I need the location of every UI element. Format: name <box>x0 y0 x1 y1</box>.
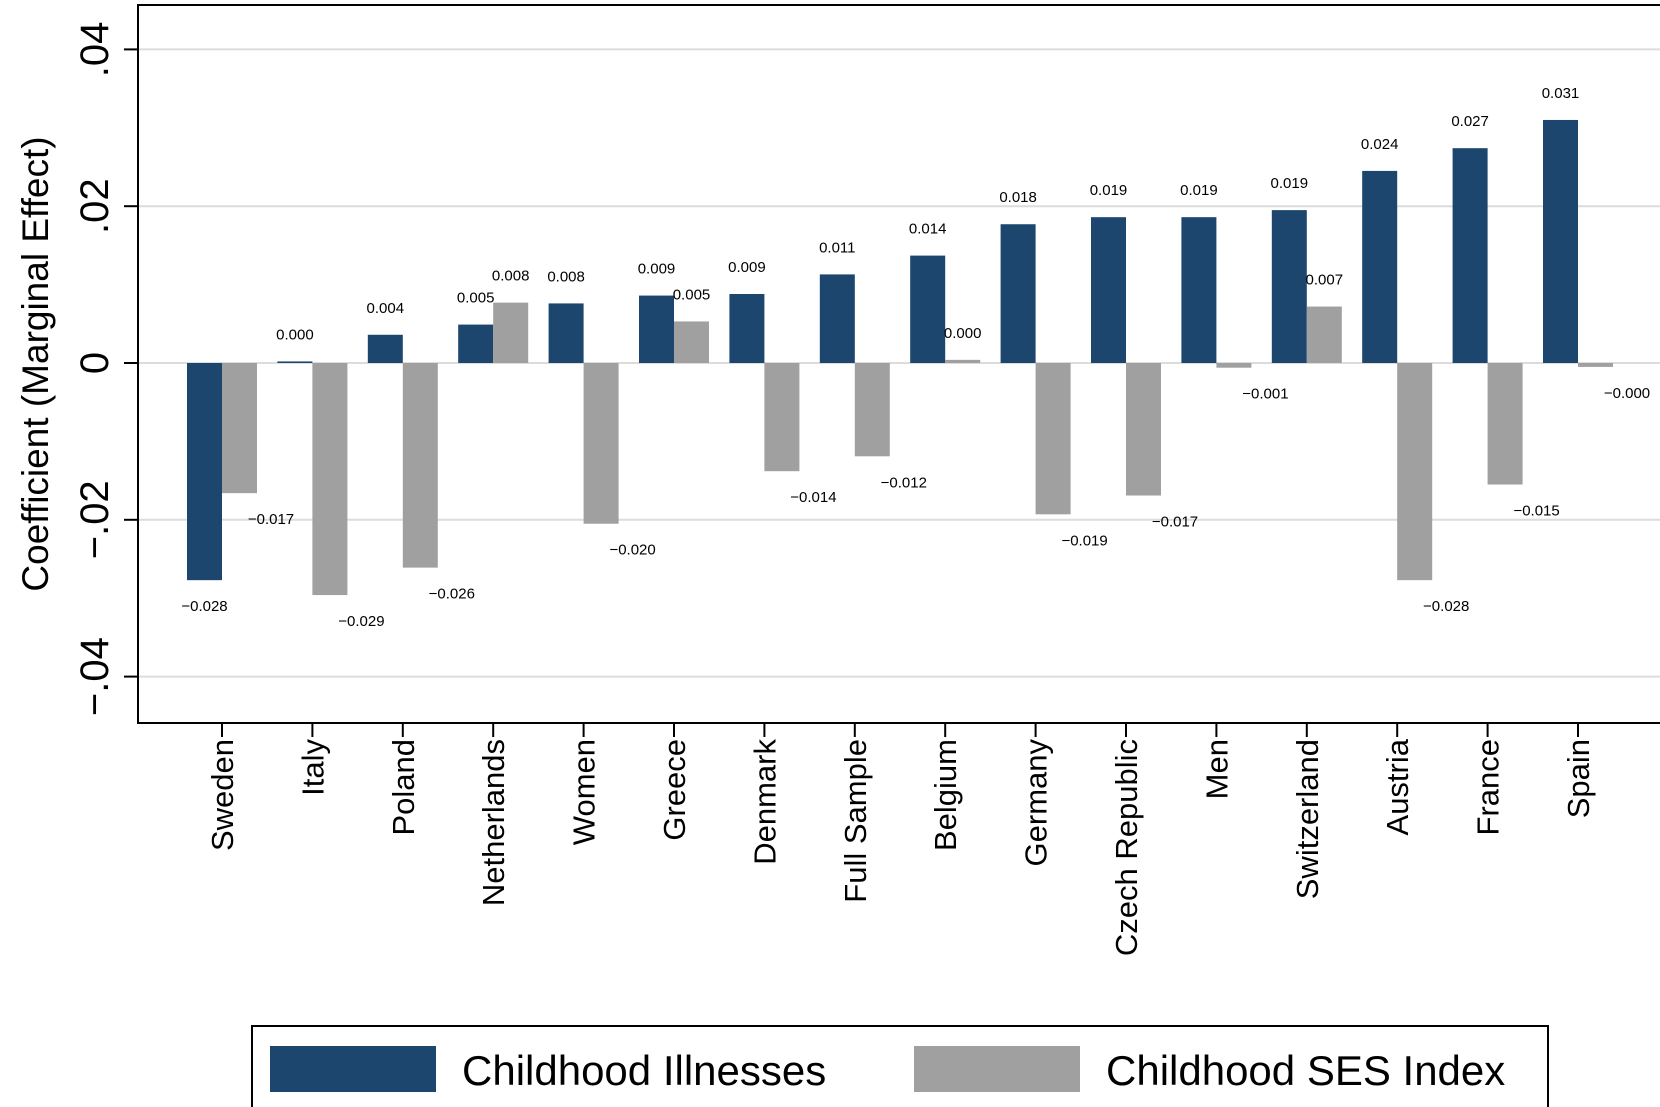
bar-value-label: −0.028 <box>181 598 227 615</box>
bar-value-label: 0.008 <box>492 268 530 285</box>
category-label: Men <box>1199 739 1234 799</box>
legend-label-childhood-ses-index: Childhood SES Index <box>1106 1047 1505 1094</box>
bar-value-label: 0.008 <box>547 268 585 285</box>
y-tick-label: −.02 <box>73 480 117 559</box>
bar-value-label: 0.007 <box>1306 272 1344 289</box>
bar-value-label: −0.014 <box>790 489 836 506</box>
bar-childhood-illnesses-men <box>1181 217 1217 363</box>
bar-childhood-ses-index-spain <box>1578 363 1613 367</box>
bar-value-labels: −0.028 −0.017 0.000 −0.029 0.004 −0.026 0.005 0… <box>181 85 1650 630</box>
bar-value-label: −0.017 <box>1152 513 1198 530</box>
bar-childhood-illnesses-france <box>1452 148 1488 363</box>
bar-childhood-illnesses-austria <box>1362 170 1398 363</box>
bar-childhood-ses-index-switzerland <box>1306 306 1342 363</box>
bar-childhood-illnesses-germany <box>1000 224 1036 363</box>
bar-value-label: 0.014 <box>909 221 947 238</box>
category-label: Germany <box>1019 739 1054 867</box>
bar-value-label: −0.001 <box>1242 386 1288 403</box>
bar-childhood-illnesses-spain <box>1543 119 1578 364</box>
bar-childhood-illnesses-netherlands <box>458 324 494 363</box>
bar-value-label: 0.009 <box>638 261 676 278</box>
bar-childhood-ses-index-france <box>1487 363 1523 485</box>
bar-value-label: −0.028 <box>1423 598 1469 615</box>
bar-value-label: 0.027 <box>1451 113 1489 130</box>
category-label: Spain <box>1561 739 1596 818</box>
bar-childhood-illnesses-poland <box>367 334 403 363</box>
y-tick-label: .02 <box>73 178 117 234</box>
legend: Childhood Illnesses Childhood SES Index <box>251 1025 1549 1107</box>
category-label: Full Sample <box>838 739 873 903</box>
bar-value-label: −0.029 <box>338 613 384 630</box>
category-label: Czech Republic <box>1109 739 1144 956</box>
bar-childhood-ses-index-germany <box>1035 363 1071 515</box>
bar-value-label: 0.005 <box>457 290 495 307</box>
bar-childhood-ses-index-full-sample <box>854 363 890 457</box>
bar-childhood-ses-index-belgium <box>945 359 981 363</box>
y-tick-label: −.04 <box>73 637 117 716</box>
bar-value-label: 0.018 <box>999 189 1037 206</box>
category-label: Poland <box>386 739 421 836</box>
legend-label-childhood-illnesses: Childhood Illnesses <box>462 1047 826 1094</box>
bar-childhood-illnesses-switzerland <box>1271 210 1307 363</box>
bar-value-label: −0.000 <box>1604 385 1650 402</box>
bar-value-label: 0.024 <box>1361 136 1399 153</box>
bar-value-label: 0.019 <box>1271 175 1309 192</box>
bar-value-label: −0.015 <box>1513 503 1559 520</box>
bar-value-label: 0.031 <box>1542 85 1580 102</box>
legend-box <box>251 1025 1549 1107</box>
legend-swatch-childhood-ses-index <box>914 1046 1080 1092</box>
category-label: Women <box>567 739 602 845</box>
bar-value-label: −0.019 <box>1061 532 1107 549</box>
bar-childhood-illnesses-czech-republic <box>1091 217 1126 363</box>
bar-childhood-illnesses-denmark <box>729 294 765 363</box>
bar-childhood-ses-index-austria <box>1397 363 1433 581</box>
y-tick-label: 0 <box>73 352 117 374</box>
bar-childhood-ses-index-czech-republic <box>1126 363 1161 496</box>
bar-value-label: 0.009 <box>728 259 766 276</box>
category-label: Greece <box>657 739 692 841</box>
y-axis-title: Coefficient (Marginal Effect) <box>15 136 56 591</box>
bar-childhood-illnesses-sweden <box>187 363 222 581</box>
category-label: Belgium <box>928 739 963 851</box>
bar-childhood-illnesses-greece <box>639 295 674 363</box>
bar-childhood-ses-index-women <box>583 363 619 524</box>
bar-value-label: 0.000 <box>276 326 314 343</box>
bar-value-label: 0.011 <box>819 239 855 256</box>
gridlines <box>138 48 1660 678</box>
bar-value-label: 0.019 <box>1090 182 1128 199</box>
y-axis: .04 .02 0 −.02 −.04 <box>73 22 138 716</box>
bar-value-label: −0.012 <box>881 474 927 491</box>
category-label: Austria <box>1380 738 1415 835</box>
x-axis: Sweden Italy Poland Netherlands Women Greece D… <box>205 723 1596 956</box>
bar-value-label: −0.020 <box>609 542 655 559</box>
bar-childhood-ses-index-italy <box>312 363 348 596</box>
category-label: Switzerland <box>1290 739 1325 899</box>
bar-childhood-ses-index-greece <box>674 321 709 363</box>
bar-childhood-ses-index-men <box>1216 363 1252 368</box>
bar-childhood-ses-index-denmark <box>764 363 800 472</box>
bar-childhood-ses-index-sweden <box>222 363 257 494</box>
category-label: Sweden <box>205 739 240 851</box>
bars <box>187 119 1613 596</box>
bar-childhood-illnesses-full-sample <box>819 274 855 363</box>
bar-value-label: 0.004 <box>367 300 405 317</box>
bar-value-label: −0.017 <box>248 511 294 528</box>
bar-childhood-ses-index-netherlands <box>493 302 529 363</box>
bar-childhood-ses-index-poland <box>402 363 438 568</box>
bar-value-label: −0.026 <box>429 586 475 603</box>
category-label: Netherlands <box>476 739 511 906</box>
bar-childhood-illnesses-belgium <box>910 255 946 363</box>
category-label: Italy <box>295 739 330 796</box>
category-label: France <box>1471 739 1506 835</box>
bar-value-label: 0.000 <box>944 325 982 342</box>
category-label: Denmark <box>747 739 782 865</box>
bar-value-label: 0.019 <box>1180 182 1218 199</box>
y-tick-label: .04 <box>73 22 117 78</box>
bar-childhood-illnesses-italy <box>277 361 313 363</box>
bar-value-label: 0.005 <box>673 286 711 303</box>
legend-swatch-childhood-illnesses <box>270 1046 436 1092</box>
bar-childhood-illnesses-women <box>548 303 584 363</box>
